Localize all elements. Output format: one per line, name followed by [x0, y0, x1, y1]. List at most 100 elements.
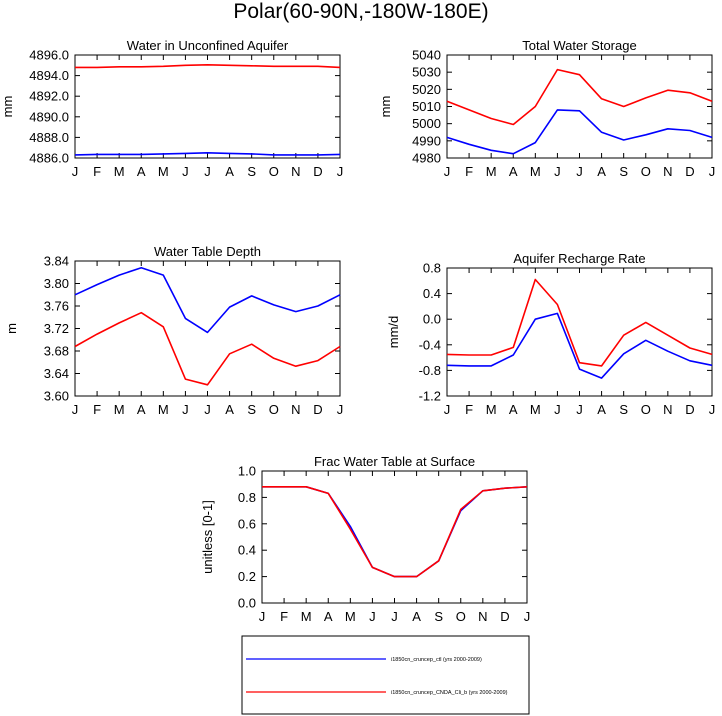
x-tick-label: M: [114, 402, 125, 417]
x-tick-label: D: [685, 164, 694, 179]
y-tick-label: -0.8: [419, 363, 441, 378]
series-line-1: [74, 152, 341, 156]
x-tick-label: S: [247, 164, 256, 179]
y-tick-label: 0.0: [238, 596, 256, 611]
legend-label-1: i1850cn_cruncep_ctl (yrs 2000-2009): [391, 657, 482, 663]
x-tick-label: A: [225, 164, 234, 179]
y-tick-label: 4894.0: [29, 68, 69, 83]
x-tick-label: S: [619, 402, 628, 417]
y-tick-label: 0.4: [423, 286, 441, 301]
x-tick-label: O: [641, 402, 651, 417]
x-tick-label: D: [313, 164, 322, 179]
x-tick-label: J: [524, 609, 531, 624]
x-tick-label: J: [554, 402, 561, 417]
series-line-1: [262, 485, 528, 578]
y-tick-label: 4886.0: [29, 151, 69, 166]
y-tick-label: -1.2: [419, 389, 441, 404]
y-tick-label: 4892.0: [29, 89, 69, 104]
series-line-1: [446, 312, 713, 379]
y-tick-label: 3.84: [44, 254, 69, 269]
x-tick-label: S: [619, 164, 628, 179]
x-tick-label: A: [509, 402, 518, 417]
y-axis-label: unitless [0-1]: [200, 500, 215, 574]
series-line-2: [446, 68, 713, 126]
y-tick-label: 4896.0: [29, 48, 69, 63]
y-tick-label: 0.8: [238, 490, 256, 505]
x-tick-label: J: [554, 164, 561, 179]
chart-panel: Water in Unconfined Aquifer mm 4886.0 4888.…: [0, 38, 343, 179]
x-tick-label: D: [313, 402, 322, 417]
x-tick-label: J: [72, 164, 79, 179]
series-line-1: [74, 266, 341, 334]
chart-title: Water in Unconfined Aquifer: [127, 38, 289, 53]
plot-frame: [446, 54, 713, 159]
x-tick-label: J: [391, 609, 398, 624]
x-tick-label: J: [576, 164, 583, 179]
y-axis-label: m: [4, 323, 19, 334]
x-tick-label: A: [597, 402, 606, 417]
chart-title: Total Water Storage: [522, 38, 636, 53]
legend-frame: [241, 635, 530, 715]
y-tick-label: 0.8: [423, 261, 441, 276]
x-tick-label: A: [597, 164, 606, 179]
y-axis-label: mm: [378, 96, 393, 118]
y-tick-label: 5030: [412, 65, 441, 80]
x-tick-label: D: [500, 609, 509, 624]
page-title: Polar(60-90N,-180W-180E): [233, 0, 488, 23]
y-tick-label: 3.68: [44, 344, 69, 359]
y-tick-label: 0.6: [238, 516, 256, 531]
plot-frame: [446, 267, 713, 397]
x-tick-label: A: [137, 402, 146, 417]
x-tick-label: O: [456, 609, 466, 624]
x-tick-label: M: [530, 402, 541, 417]
chart-title: Frac Water Table at Surface: [314, 454, 475, 469]
x-tick-label: F: [465, 164, 473, 179]
series-line-2: [74, 311, 341, 386]
x-tick-label: A: [509, 164, 518, 179]
series-line-1: [446, 109, 713, 155]
x-tick-label: M: [486, 164, 497, 179]
y-tick-label: 4990: [412, 133, 441, 148]
x-tick-label: J: [204, 402, 211, 417]
x-tick-label: M: [345, 609, 356, 624]
y-tick-label: 3.76: [44, 299, 69, 314]
x-tick-label: S: [247, 402, 256, 417]
x-tick-label: J: [259, 609, 266, 624]
x-tick-label: J: [444, 402, 451, 417]
x-tick-label: J: [337, 402, 344, 417]
y-tick-label: 0.0: [423, 312, 441, 327]
chart-title: Water Table Depth: [154, 244, 261, 259]
plot-frame: [74, 54, 341, 159]
x-tick-label: M: [114, 164, 125, 179]
x-tick-label: J: [444, 164, 451, 179]
legend: i1850cn_cruncep_ctl (yrs 2000-2009) i1850…: [241, 635, 530, 715]
x-tick-label: N: [478, 609, 487, 624]
x-tick-label: M: [158, 164, 169, 179]
y-tick-label: 0.4: [238, 543, 256, 558]
y-axis-label: mm: [0, 96, 15, 118]
series-line-2: [75, 64, 341, 69]
chart-panel: Total Water Storage mm 4980 4990 5000 5010 502…: [378, 38, 715, 179]
series-line-2: [262, 485, 528, 578]
x-tick-label: J: [182, 402, 189, 417]
x-tick-label: M: [301, 609, 312, 624]
y-tick-label: 5040: [412, 48, 441, 63]
chart-panel: Water Table Depth m 3.60 3.64 3.68 3.72 3.76 3.…: [4, 244, 343, 417]
x-tick-label: N: [291, 164, 300, 179]
y-tick-label: 3.60: [44, 389, 69, 404]
x-tick-label: N: [291, 402, 300, 417]
x-tick-label: J: [182, 164, 189, 179]
y-tick-label: 4980: [412, 151, 441, 166]
y-tick-label: 5020: [412, 82, 441, 97]
x-tick-label: A: [324, 609, 333, 624]
x-tick-label: J: [576, 402, 583, 417]
x-tick-label: F: [93, 164, 101, 179]
y-tick-label: -0.4: [419, 337, 441, 352]
legend-label-2: i1850cn_cruncep_CNDA_Cli_b (yrs 2000-200…: [391, 690, 508, 696]
y-tick-label: 0.2: [238, 569, 256, 584]
chart-title: Aquifer Recharge Rate: [513, 251, 645, 266]
chart-panels: Water in Unconfined Aquifer mm 4886.0 4888.…: [0, 38, 715, 624]
y-tick-label: 3.64: [44, 366, 69, 381]
x-tick-label: F: [93, 402, 101, 417]
